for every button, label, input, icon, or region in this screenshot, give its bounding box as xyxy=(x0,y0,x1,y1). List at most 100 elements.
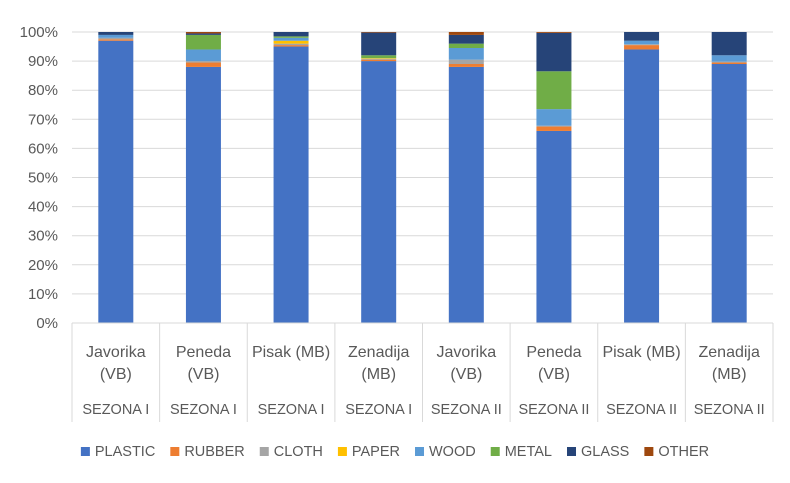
x-tick-label: Peneda xyxy=(176,344,231,361)
legend-swatch xyxy=(170,447,180,456)
bar-segment-glass xyxy=(624,32,660,41)
legend-item: CLOTH xyxy=(259,444,323,460)
legend-label: CLOTH xyxy=(274,444,323,460)
x-tick-label: (MB) xyxy=(712,366,747,383)
bar-segment-glass xyxy=(185,33,221,35)
x-tick-label: (VB) xyxy=(450,366,482,383)
bar-segment-rubber xyxy=(711,62,747,65)
legend-label: PLASTIC xyxy=(95,444,155,460)
bar-segment-rubber xyxy=(624,45,660,50)
bar-segment-metal xyxy=(448,43,484,49)
bar-segment-other xyxy=(185,32,221,34)
bar-stack xyxy=(98,32,134,323)
x-tick-label: (VB) xyxy=(187,366,219,383)
bar-stack xyxy=(711,32,747,323)
x-group-label: SEZONA I xyxy=(82,402,149,418)
x-group-label: SEZONA II xyxy=(606,402,677,418)
legend-label: RUBBER xyxy=(184,444,244,460)
bar-segment-cloth xyxy=(448,59,484,65)
y-axis-ticks: 0% 10% 20% 30% 40% 50% 60% 70% 80% 90% 100% xyxy=(20,24,58,332)
legend-label: METAL xyxy=(505,444,552,460)
bar-segment-glass xyxy=(536,32,572,72)
legend-swatch xyxy=(259,447,269,456)
x-tick-label: (VB) xyxy=(538,366,570,383)
bar-segment-wood xyxy=(711,55,747,62)
bar-segment-cloth xyxy=(185,61,221,63)
x-group-label: SEZONA I xyxy=(345,402,412,418)
bar-segment-wood xyxy=(185,49,221,62)
y-tick-label: 20% xyxy=(28,257,58,274)
legend-label: OTHER xyxy=(658,444,709,460)
bar-segment-glass xyxy=(448,34,484,44)
legend-swatch xyxy=(337,447,347,456)
bar-segment-metal xyxy=(536,71,572,110)
bar-segment-paper xyxy=(273,40,309,44)
bar-segment-wood xyxy=(448,48,484,60)
bar-segment-plastic xyxy=(273,46,309,324)
y-tick-label: 40% xyxy=(28,199,58,216)
x-tick-label: Javorika xyxy=(86,344,146,361)
x-group-label: SEZONA I xyxy=(258,402,325,418)
y-tick-label: 30% xyxy=(28,228,58,245)
x-tick-label: Pisak (MB) xyxy=(252,344,330,361)
x-group-label: SEZONA I xyxy=(170,402,237,418)
legend-label: GLASS xyxy=(581,444,629,460)
x-tick-label: Pisak (MB) xyxy=(602,344,680,361)
legend-item: METAL xyxy=(490,444,552,460)
y-tick-label: 10% xyxy=(28,286,58,303)
bar-segment-other xyxy=(536,32,572,33)
bar-segment-wood xyxy=(624,40,660,45)
legend-item: GLASS xyxy=(567,444,629,460)
x-axis: Javorika (VB) SEZONA I Peneda (VB) SEZONA I Pi… xyxy=(71,322,774,422)
legend-label: WOOD xyxy=(429,444,476,460)
bar-segment-wood xyxy=(536,109,572,126)
x-tick-label: (VB) xyxy=(100,366,132,383)
x-group-label: SEZONA II xyxy=(694,402,765,418)
bar-segment-cloth xyxy=(536,125,572,127)
bar-segment-metal xyxy=(185,34,221,50)
bar-segment-cloth xyxy=(711,61,747,63)
bar-stack xyxy=(624,32,660,324)
legend-swatch xyxy=(644,447,654,456)
bar-segment-rubber xyxy=(185,62,221,67)
bar-segment-metal xyxy=(361,55,397,59)
bar-segment-glass xyxy=(711,32,747,56)
bar-segment-other xyxy=(361,32,397,33)
bar-segment-plastic xyxy=(185,66,221,324)
legend-swatch xyxy=(567,447,577,456)
legend-swatch xyxy=(415,447,425,456)
legend-item: PAPER xyxy=(337,444,400,460)
bar-segment-rubber xyxy=(536,126,572,131)
legend-swatch xyxy=(80,447,90,456)
x-tick-label: Zenadija xyxy=(348,344,409,361)
bar-segment-other xyxy=(448,32,484,35)
legend-label: PAPER xyxy=(352,444,400,460)
bar-segment-rubber xyxy=(448,64,484,67)
x-group-label: SEZONA II xyxy=(518,402,589,418)
y-tick-label: 90% xyxy=(28,53,58,70)
legend-swatch xyxy=(490,447,500,456)
x-group-label: SEZONA II xyxy=(431,402,502,418)
bar-segment-wood xyxy=(98,34,134,38)
bar-stack xyxy=(273,32,309,324)
y-tick-label: 80% xyxy=(28,82,58,99)
bar-stack xyxy=(448,32,484,324)
gridlines xyxy=(72,31,773,324)
y-tick-label: 50% xyxy=(28,170,58,187)
bar-segment-glass xyxy=(273,32,309,37)
bar-segment-glass xyxy=(361,32,397,56)
bar-segment-rubber xyxy=(98,39,134,41)
bar-segment-cloth xyxy=(273,43,309,46)
bar-segment-glass xyxy=(98,32,134,35)
legend-item: OTHER xyxy=(644,444,709,460)
bar-segment-plastic xyxy=(536,130,572,323)
bar-segment-plastic xyxy=(98,40,134,323)
bar-segment-cloth xyxy=(624,44,660,46)
legend-item: PLASTIC xyxy=(80,444,155,460)
legend-item: WOOD xyxy=(415,444,476,460)
bar-segment-metal xyxy=(273,36,309,38)
y-tick-label: 60% xyxy=(28,140,58,157)
bar-segment-rubber xyxy=(361,59,397,62)
bar-segment-plastic xyxy=(711,64,747,323)
